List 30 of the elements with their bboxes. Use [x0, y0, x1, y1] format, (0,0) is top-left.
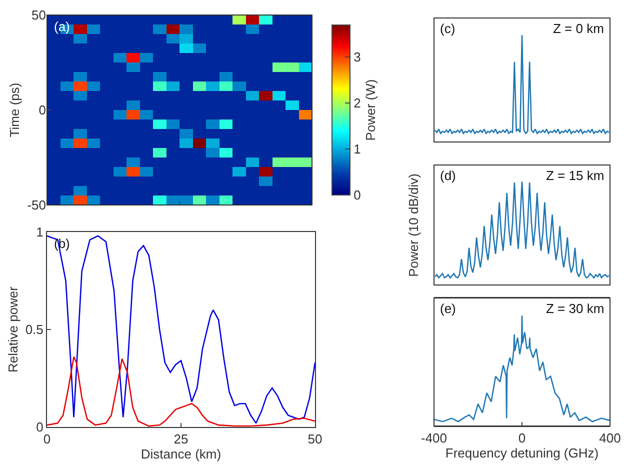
- y-axis-title: Relative power: [5, 286, 20, 372]
- y-tick-label: 0: [36, 420, 44, 435]
- color-bar-label: 0: [354, 188, 361, 203]
- color-bar-title: Power (W): [362, 79, 378, 141]
- x-tick-label: 400: [599, 430, 621, 446]
- y-tick-label: 0: [38, 102, 46, 118]
- y-axis-title: Time (ps): [7, 82, 22, 138]
- x-axis-title: Frequency detuning (GHz): [445, 446, 599, 461]
- color-bar-label: 2: [354, 96, 361, 111]
- annotation: (a): [54, 19, 70, 34]
- color-bar-label: 1: [354, 142, 361, 157]
- y-tick-label: 50: [32, 8, 46, 23]
- y-tick-label: -50: [27, 198, 46, 213]
- annotation: (c): [440, 21, 456, 36]
- x-tick-label: 50: [308, 432, 322, 447]
- x-tick-label: -400: [420, 430, 448, 446]
- x-tick-label: 25: [174, 432, 188, 447]
- line-series: [47, 235, 315, 424]
- y-axis-title: Power (10 dB/div): [406, 174, 421, 277]
- annotation: Z = 0 km: [553, 21, 604, 36]
- line-series: [47, 356, 315, 427]
- x-tick-label: 0: [518, 430, 526, 446]
- annotation: Z = 15 km: [546, 168, 604, 183]
- color-bar-label: 3: [354, 50, 361, 65]
- annotation: Z = 30 km: [546, 301, 604, 316]
- y-tick-label: 1: [36, 224, 44, 240]
- annotation: (e): [440, 301, 456, 316]
- x-axis-title: Distance (km): [140, 446, 222, 462]
- y-tick-label: 0.5: [25, 322, 44, 338]
- annotation: (d): [440, 168, 456, 183]
